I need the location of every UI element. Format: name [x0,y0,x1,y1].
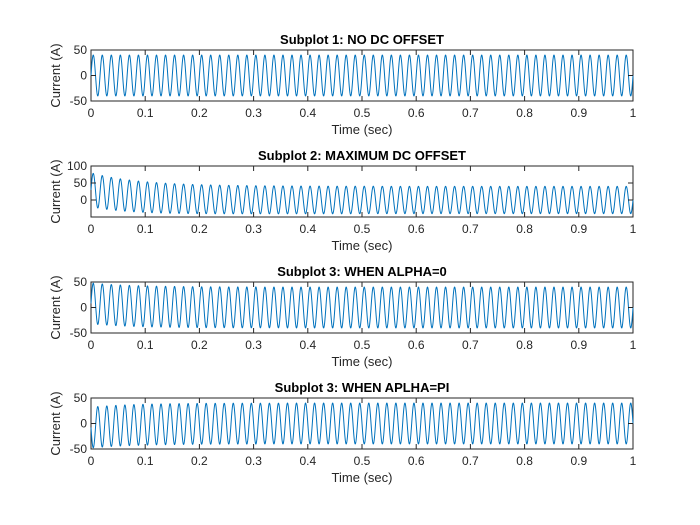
x-tick-label: 0.5 [354,338,371,352]
x-tick-label: 0 [88,454,95,468]
x-tick-label: 0.6 [408,338,425,352]
y-tick-label: 100 [67,159,87,173]
chart-title: Subplot 1: NO DC OFFSET [280,32,444,47]
x-tick-label: 1 [630,338,637,352]
x-tick-label: 1 [630,222,637,236]
x-tick-label: 0.3 [245,222,262,236]
series-line [90,172,634,215]
x-tick-label: 0.2 [191,338,208,352]
x-tick-label: 0.1 [137,222,154,236]
y-tick-label: 50 [74,275,88,289]
chart-title: Subplot 2: MAXIMUM DC OFFSET [258,148,466,163]
x-tick-label: 0.3 [245,106,262,120]
x-tick-label: 0.1 [137,338,154,352]
x-tick-label: 0.7 [462,106,479,120]
y-axis-label: Current (A) [48,275,63,339]
y-tick-label: 0 [80,301,87,315]
y-tick-label: 50 [74,391,88,405]
y-tick-label: 0 [80,417,87,431]
x-tick-label: 0.7 [462,454,479,468]
x-tick-label: 0.4 [299,106,316,120]
subplot-4: 0 0.1 0.2 0.3 0.4 0.5 0.6 0.7 0.8 0.9 1-50050Subpl… [48,380,637,485]
x-tick-label: 0.8 [516,338,533,352]
y-axis-label: Current (A) [48,159,63,223]
x-tick-label: 1 [630,106,637,120]
y-axis-label: Current (A) [48,43,63,107]
x-tick-label: 0.4 [299,454,316,468]
y-tick-label: 0 [80,69,87,83]
x-tick-label: 0.5 [354,106,371,120]
x-tick-label: 0.1 [137,454,154,468]
y-tick-label: 50 [74,43,88,57]
x-tick-label: 0.4 [299,222,316,236]
x-tick-label: 0.6 [408,106,425,120]
x-tick-label: 0.2 [191,222,208,236]
x-tick-label: 0.7 [462,338,479,352]
y-tick-label: -50 [70,442,88,456]
x-tick-label: 0.2 [191,106,208,120]
x-tick-label: 0.7 [462,222,479,236]
x-tick-label: 0.6 [408,222,425,236]
subplot-2: 0 0.1 0.2 0.3 0.4 0.5 0.6 0.7 0.8 0.9 1 0 50 100 Subpl… [48,148,637,253]
x-tick-label: 0.2 [191,454,208,468]
x-tick-label: 0.5 [354,454,371,468]
chart-title: Subplot 3: WHEN ALPHA=0 [277,264,447,279]
series-line [90,54,634,97]
x-tick-label: 0.1 [137,106,154,120]
series-line [90,282,634,329]
x-tick-label: 0.8 [516,222,533,236]
x-axis-label: Time (sec) [332,238,393,253]
x-axis-label: Time (sec) [332,470,393,485]
y-tick-label: 0 [80,193,87,207]
x-tick-label: 0.3 [245,454,262,468]
x-tick-label: 0.5 [354,222,371,236]
x-tick-label: 0 [88,106,95,120]
x-tick-label: 0 [88,222,95,236]
x-tick-label: 0.8 [516,454,533,468]
x-tick-label: 0.9 [570,454,587,468]
x-tick-label: 0.9 [570,338,587,352]
x-tick-label: 0.8 [516,106,533,120]
subplot-1: 0 0.1 0.2 0.3 0.4 0.5 0.6 0.7 0.8 0.9 1-50050Subpl… [48,32,637,137]
x-tick-label: 0.3 [245,338,262,352]
x-tick-label: 0.9 [570,222,587,236]
x-tick-label: 0.6 [408,454,425,468]
y-axis-label: Current (A) [48,391,63,455]
x-tick-label: 1 [630,454,637,468]
axes-box [90,165,634,218]
x-axis-label: Time (sec) [332,122,393,137]
x-tick-label: 0.4 [299,338,316,352]
chart-title: Subplot 3: WHEN APLHA=PI [275,380,450,395]
y-tick-label: 50 [74,176,88,190]
series-line [90,402,634,449]
y-tick-label: -50 [70,94,88,108]
x-tick-label: 0.9 [570,106,587,120]
x-tick-label: 0 [88,338,95,352]
subplot-3: 0 0.1 0.2 0.3 0.4 0.5 0.6 0.7 0.8 0.9 1-50050Subpl… [48,264,637,369]
y-tick-label: -50 [70,326,88,340]
x-axis-label: Time (sec) [332,354,393,369]
